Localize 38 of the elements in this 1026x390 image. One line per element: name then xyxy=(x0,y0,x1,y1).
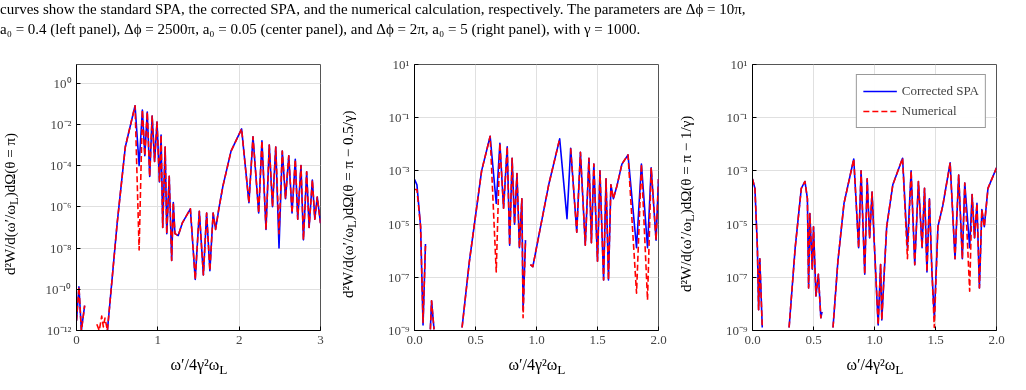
x-tick-label: 2.0 xyxy=(988,331,1005,347)
legend-label: Numerical xyxy=(901,103,957,119)
text: a₀ = 0.4 (left panel), Δϕ = 2500π, a₀ = 0.05 (center panel), and Δϕ = 2π, a₀ = 5 (right panel), with γ = 1000. xyxy=(0,20,641,37)
text: curves show the standard SPA, the corrected SPA, and the numerical calculation, respectively. The parameters are Δϕ = 10π, xyxy=(0,1,746,17)
x-tick-label: 1.5 xyxy=(927,331,944,347)
y-tick-label: 10⁻¹ xyxy=(388,110,410,126)
y-tick-label: 10⁻⁴ xyxy=(49,158,72,174)
y-tick-label: 10⁻² xyxy=(50,116,72,132)
legend-label: Corrected SPA xyxy=(901,83,979,99)
y-tick-label: 10⁻⁷ xyxy=(725,269,748,285)
x-tick-label: 0.5 xyxy=(467,331,484,347)
x-tick-label: 1.0 xyxy=(528,331,545,347)
y-tick-label: 10¹ xyxy=(730,57,748,72)
x-tick-label: 3 xyxy=(317,331,324,347)
x-tick-label: 0.5 xyxy=(805,331,822,347)
x-axis-title: ω′/4γ²ω$_{L}$ xyxy=(508,355,566,380)
x-tick-label: 0.0 xyxy=(406,331,423,347)
x-tick-label: 1.5 xyxy=(589,331,606,347)
x-axis-title: ω′/4γ²ω$_{L}$ xyxy=(170,355,228,380)
y-tick-label: 10⁻³ xyxy=(726,163,748,179)
y-tick-label: 10⁻¹² xyxy=(46,323,72,338)
y-tick-label: 10⁻⁵ xyxy=(387,216,410,232)
x-tick-label: 1 xyxy=(154,331,162,347)
x-tick-label: 2 xyxy=(235,331,243,347)
y-tick-label: 10⁻⁶ xyxy=(49,199,72,215)
y-tick-label: 10⁻³ xyxy=(388,163,410,179)
y-tick-label: 10⁻¹ xyxy=(726,110,748,126)
y-tick-label: 10⁻¹⁰ xyxy=(45,281,72,297)
y-tick-label: 10⁻⁸ xyxy=(49,240,72,256)
x-tick-label: 1.0 xyxy=(866,331,883,347)
x-tick-label: 0.0 xyxy=(744,331,761,347)
y-tick-label: 10⁻⁷ xyxy=(387,269,410,285)
x-tick-label: 2.0 xyxy=(650,331,667,347)
x-tick-label: 0 xyxy=(73,331,80,347)
x-axis-title: ω′/4γ²ω$_{L}$ xyxy=(846,355,904,380)
y-tick-label: 10⁰ xyxy=(53,75,72,91)
y-tick-label: 10⁻⁵ xyxy=(725,216,748,232)
y-tick-label: 10¹ xyxy=(392,57,410,72)
